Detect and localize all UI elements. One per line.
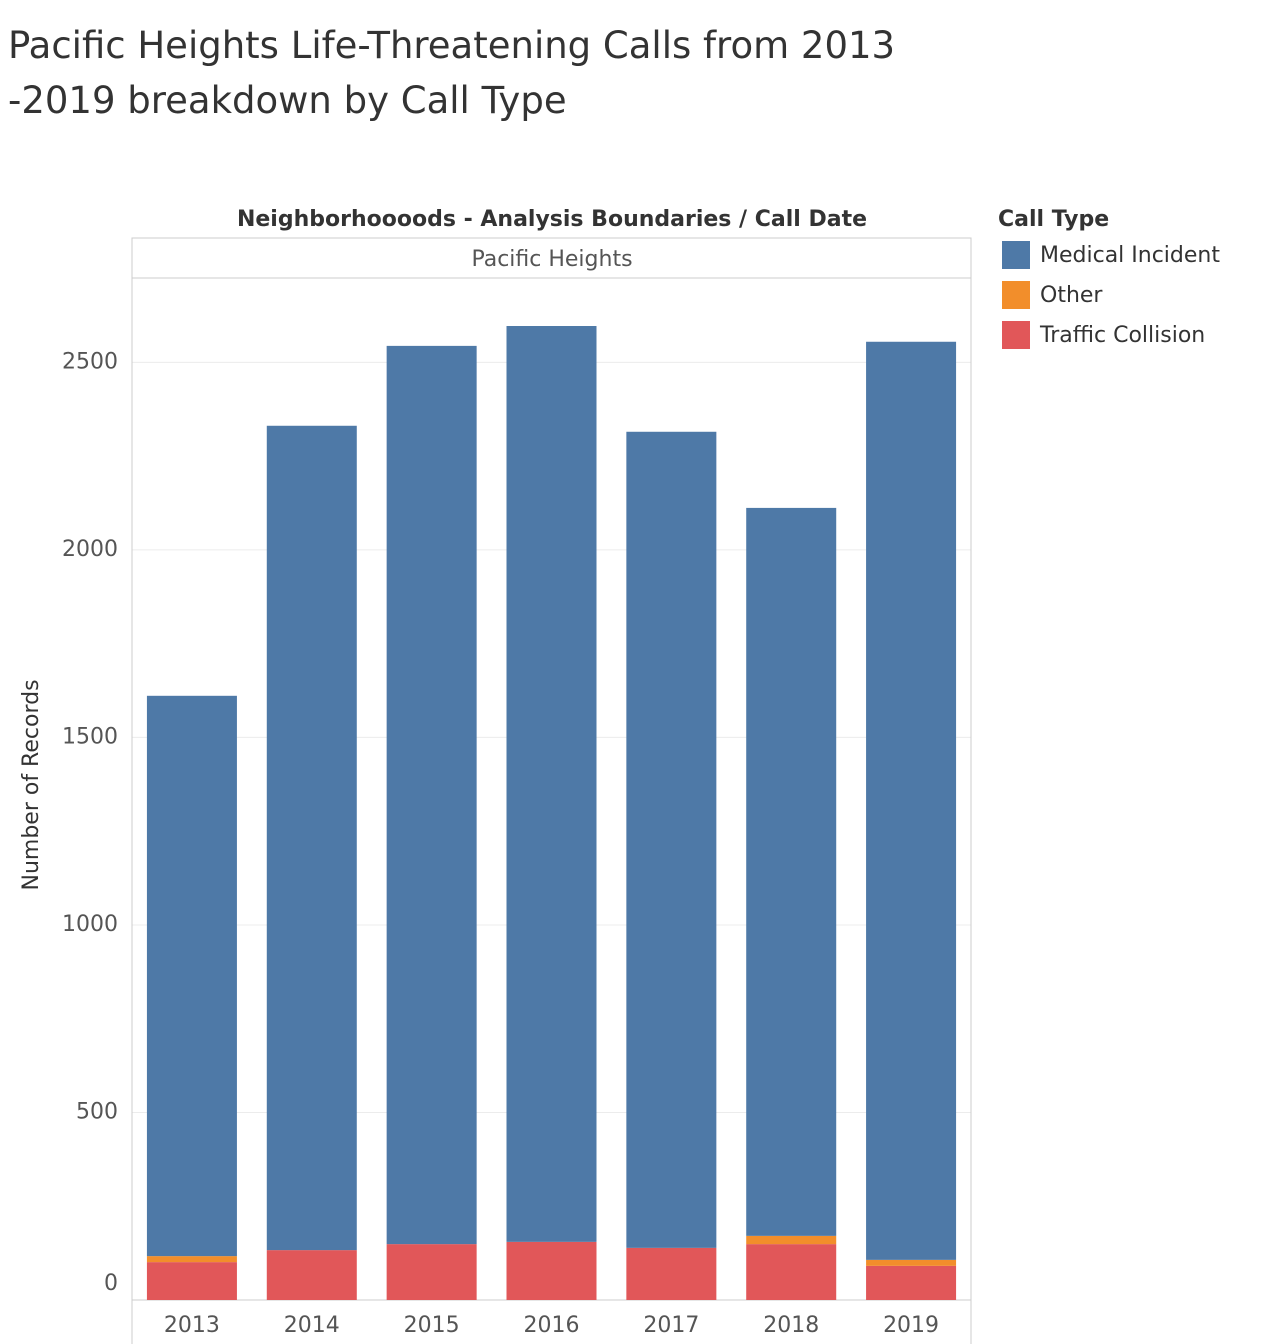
y-tick-label: 2000 (62, 537, 118, 562)
bar-segment (746, 507, 837, 1236)
x-tick-label: 2015 (404, 1313, 460, 1338)
bar-segment (626, 431, 717, 1248)
bar-segment (506, 326, 597, 1242)
y-tick-label: 1000 (62, 912, 118, 937)
bar-segment (746, 1235, 837, 1245)
panel-label: Pacific Heights (471, 247, 632, 272)
y-tick-label: 500 (76, 1099, 118, 1124)
legend-swatch (1002, 281, 1030, 309)
y-axis-title: Number of Records (19, 679, 44, 890)
bar-segment (266, 425, 357, 1251)
legend-swatch (1002, 321, 1030, 349)
bar-segment (386, 1244, 477, 1300)
bar-segment (746, 1244, 837, 1300)
bar-segment (386, 345, 477, 1245)
legend-swatch (1002, 241, 1030, 269)
bar-segment (866, 1259, 957, 1266)
chart-title: Pacific Heights Life-Threatening Calls f… (8, 24, 896, 122)
legend-title: Call Type (998, 207, 1109, 232)
x-tick-label: 2014 (284, 1313, 340, 1338)
column-header: Neighborhoooods - Analysis Boundaries / … (237, 207, 867, 232)
legend-label: Medical Incident (1040, 243, 1220, 268)
x-tick-label: 2017 (643, 1313, 699, 1338)
bar-segment (866, 1265, 957, 1300)
bar-segment (146, 1256, 237, 1263)
bar-segment (146, 1262, 237, 1300)
x-tick-label: 2019 (883, 1313, 939, 1338)
legend-label: Other (1040, 283, 1103, 308)
y-tick-label: 1500 (62, 724, 118, 749)
y-tick-label: 0 (104, 1271, 118, 1296)
x-tick-label: 2013 (164, 1313, 220, 1338)
bar-segment (266, 1250, 357, 1300)
bar-segment (866, 341, 957, 1260)
bar-segment (146, 695, 237, 1257)
legend-label: Traffic Collision (1039, 323, 1205, 348)
y-tick-label: 2500 (62, 349, 118, 374)
bar-segment (506, 1241, 597, 1300)
x-tick-label: 2016 (524, 1313, 580, 1338)
bar-segment (626, 1247, 717, 1300)
x-tick-label: 2018 (763, 1313, 819, 1338)
